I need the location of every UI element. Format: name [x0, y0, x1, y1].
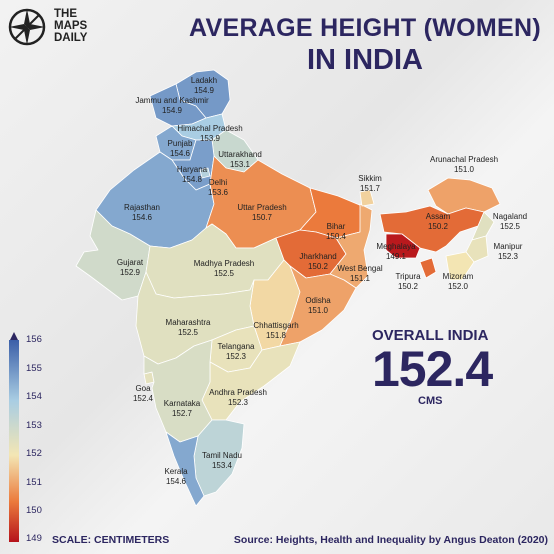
legend-tick: 152: [26, 448, 42, 459]
state-label: Odisha 151.0: [305, 296, 331, 315]
legend-tick: 151: [26, 477, 42, 488]
region-manipur: [465, 235, 489, 263]
legend-colorbar: [9, 332, 19, 542]
state-label: Himachal Pradesh 153.9: [177, 124, 243, 143]
legend-tick: 156: [26, 334, 42, 345]
brand-line-1: THE: [54, 8, 77, 20]
brand-line-2: MAPS: [54, 20, 88, 32]
legend-tick: 154: [26, 391, 42, 402]
state-label: Sikkim 151.7: [358, 174, 382, 193]
title-line-2: IN INDIA: [307, 44, 423, 76]
state-label: Uttar Pradesh 150.7: [237, 203, 287, 222]
overall-unit: CMS: [418, 395, 443, 407]
state-label: Arunachal Pradesh 151.0: [429, 155, 499, 174]
region-meghalaya: [385, 233, 421, 259]
state-label: Punjab 154.6: [167, 139, 193, 158]
state-label: Goa 152.4: [132, 384, 154, 403]
state-label: Ladakh 154.9: [190, 76, 218, 95]
brand-line-3: DAILY: [54, 32, 88, 44]
region-gujarat: [75, 209, 151, 301]
region-delhi: [199, 167, 211, 179]
state-label: Tripura 150.2: [395, 272, 421, 291]
legend-tick: 153: [26, 420, 42, 431]
region-arunachal-pradesh: [427, 177, 501, 215]
state-label: Haryana 154.8: [176, 165, 208, 184]
region-mizoram: [445, 251, 475, 281]
brand-logo: THE MAPS DAILY: [6, 6, 156, 48]
state-label: Tamil Nadu 153.4: [201, 451, 243, 470]
state-label: Madhya Pradesh 152.5: [193, 259, 255, 278]
state-label: Meghalaya 149.1: [376, 242, 416, 261]
state-label: Maharashtra 152.5: [165, 318, 211, 337]
state-label: Nagaland 152.5: [492, 212, 528, 231]
source-note: Source: Heights, Health and Inequality b…: [233, 534, 548, 546]
state-label: Delhi 153.6: [207, 178, 229, 197]
state-label: Gujarat 152.9: [116, 258, 144, 277]
legend-tick: 155: [26, 363, 42, 374]
overall-label: OVERALL INDIA: [372, 327, 489, 344]
region-kerala: [165, 431, 205, 507]
region-nagaland: [471, 211, 495, 241]
state-label: Andhra Pradesh 152.3: [209, 388, 267, 407]
state-label: Karnataka 152.7: [163, 399, 201, 418]
legend-tick: 149: [26, 533, 42, 544]
overall-value: 152.4: [372, 341, 493, 397]
state-label: Assam 150.2: [425, 212, 451, 231]
state-label: Mizoram 152.0: [442, 272, 474, 291]
state-label: Chhattisgarh 151.8: [253, 321, 299, 340]
color-legend: 156 155 154 153 152 151 150 149: [4, 332, 44, 544]
region-sikkim: [359, 189, 375, 207]
state-label: Rajasthan 154.6: [123, 203, 161, 222]
title-line-1: AVERAGE HEIGHT (WOMEN): [189, 14, 541, 42]
scale-note: SCALE: CENTIMETERS: [52, 534, 170, 546]
region-odisha: [279, 265, 357, 347]
state-label: Jammu and Kashmir 154.9: [135, 96, 209, 115]
state-label: Uttarakhand 153.1: [218, 150, 262, 169]
state-label: Telangana 152.3: [217, 342, 255, 361]
state-label: West Bengal 151.1: [337, 264, 383, 283]
compass-icon: [8, 8, 46, 46]
state-label: Bihar 150.4: [325, 222, 347, 241]
legend-tick: 150: [26, 505, 42, 516]
state-label: Jharkhand 150.2: [299, 252, 337, 271]
state-label: Manipur 152.3: [493, 242, 523, 261]
region-tripura: [419, 257, 437, 279]
state-label: Kerala 154.6: [164, 467, 188, 486]
